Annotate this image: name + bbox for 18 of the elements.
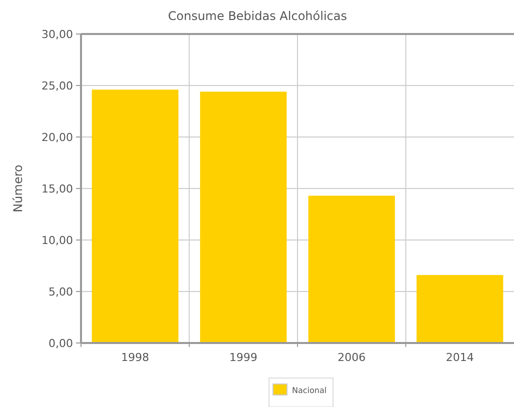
x-tick-label: 1998 xyxy=(121,351,150,364)
y-tick-label: 30,00 xyxy=(42,28,73,41)
y-tick-label: 15,00 xyxy=(42,182,73,196)
y-axis-title: Número xyxy=(11,164,25,212)
bar xyxy=(416,275,504,343)
x-tick-label: 2014 xyxy=(446,351,474,364)
y-tick-label: 5,00 xyxy=(48,285,73,298)
chart-title: Consume Bebidas Alcohólicas xyxy=(168,9,347,23)
x-tick-label: 2006 xyxy=(338,351,366,364)
y-tick-label: 25,00 xyxy=(42,79,73,92)
y-tick-label: 0,00 xyxy=(48,336,73,350)
legend-label: Nacional xyxy=(292,386,327,395)
y-tick-label: 10,00 xyxy=(42,234,73,247)
y-tick-label: 20,00 xyxy=(42,130,73,144)
bar xyxy=(308,196,395,343)
bar xyxy=(92,90,178,343)
x-tick-label: 1999 xyxy=(229,351,258,364)
bar xyxy=(200,92,287,343)
